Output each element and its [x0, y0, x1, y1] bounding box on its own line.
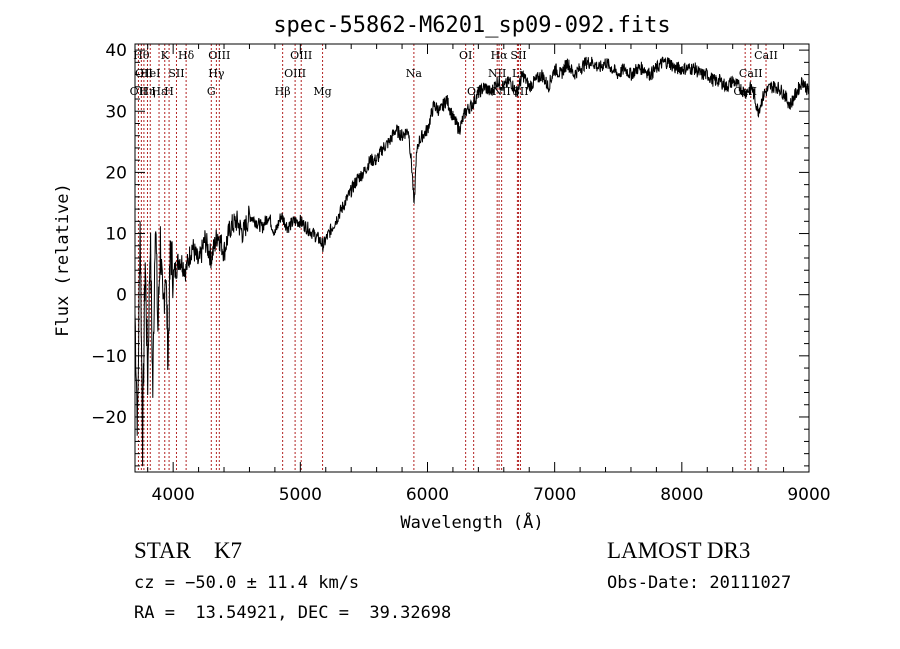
- y-axis-label: Flux (relative): [53, 183, 73, 337]
- redshift-readout: cz = −50.0 ± 11.4 km/s: [134, 573, 360, 593]
- spectral-line-markers: [137, 44, 767, 472]
- line-label-caii: CaII: [739, 67, 763, 80]
- line-label-oiii: OIII: [208, 49, 230, 62]
- y-axis: −20 −10 0 10 20 30 40: [91, 41, 809, 467]
- line-label-nii: NII: [488, 67, 506, 80]
- x-tick-label: 5000: [279, 485, 322, 505]
- line-label-caii: CaII: [754, 49, 778, 62]
- line-label-g: G: [207, 85, 216, 98]
- line-label-hε: Hε: [151, 85, 167, 98]
- spectral-line-labels: OIIHθOIIHηHeIHεKHSIIHδGHγOIIIHβOIIIOIIIM…: [130, 49, 778, 98]
- line-label-hα: Hα: [491, 49, 509, 62]
- x-tick-label: 4000: [152, 485, 195, 505]
- spectrum-series-line: [134, 56, 810, 467]
- x-tick-label: 6000: [406, 485, 449, 505]
- line-label-hδ: Hδ: [178, 49, 195, 62]
- line-label-hei: HeI: [140, 67, 160, 80]
- line-label-sii: SII: [168, 67, 184, 80]
- x-axis-label: Wavelength (Å): [400, 511, 543, 533]
- obs-date: Obs-Date: 20111027: [607, 573, 792, 593]
- line-label-mg: Mg: [313, 85, 331, 98]
- y-tick-label: 30: [105, 102, 127, 122]
- survey-name: LAMOST DR3: [607, 538, 751, 563]
- line-label-na: Na: [406, 67, 423, 80]
- line-label-sii: SII: [510, 49, 526, 62]
- x-tick-label: 9000: [787, 485, 830, 505]
- y-tick-label: 20: [105, 163, 127, 183]
- y-tick-label: 0: [116, 286, 127, 306]
- x-tick-label: 7000: [533, 485, 576, 505]
- x-tick-label: 8000: [660, 485, 703, 505]
- object-class: STAR K7: [134, 538, 243, 563]
- x-axis: 4000 5000 6000 7000 8000 9000: [147, 44, 831, 505]
- line-label-oiii: OIII: [284, 67, 306, 80]
- line-label-hγ: Hγ: [208, 67, 225, 80]
- line-label-oiii: OIII: [290, 49, 312, 62]
- chart-title: spec-55862-M6201_sp09-092.fits: [273, 13, 670, 38]
- y-tick-label: 40: [105, 41, 127, 61]
- line-label-hθ: Hθ: [133, 49, 150, 62]
- line-label-li: Li: [512, 67, 523, 80]
- line-label-hβ: Hβ: [275, 85, 291, 98]
- line-label-hη: Hη: [139, 85, 155, 98]
- line-label-k: K: [161, 49, 170, 62]
- line-label-oii: OII: [135, 67, 153, 80]
- y-tick-label: −10: [91, 347, 127, 367]
- line-label-oii: OII: [130, 85, 148, 98]
- coordinates-readout: RA = 13.54921, DEC = 39.32698: [134, 603, 452, 623]
- y-tick-label: 10: [105, 225, 127, 245]
- line-label-nii: NII: [492, 85, 510, 98]
- line-label-oi: OI: [459, 49, 472, 62]
- y-tick-label: −20: [91, 408, 127, 428]
- line-label-h: H: [164, 85, 174, 98]
